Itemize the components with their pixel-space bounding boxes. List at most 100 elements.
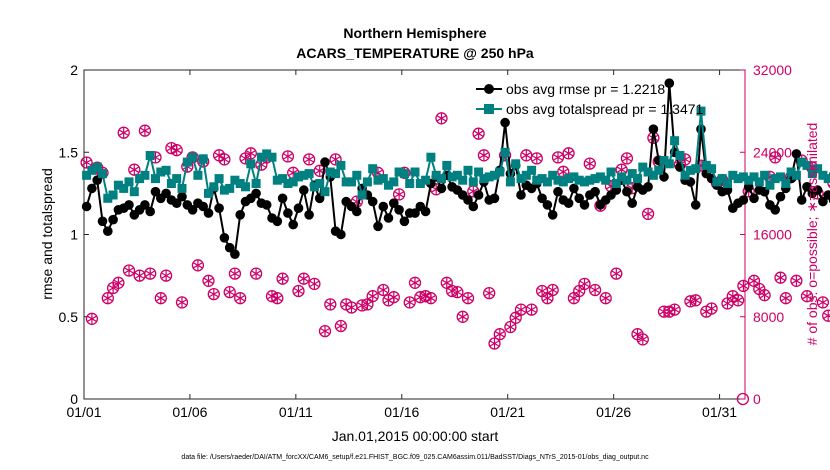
rmse-point [664,78,675,88]
assimilated-point [632,329,643,340]
totalspread-point [331,169,341,179]
assimilated-point [325,299,335,310]
assimilated-point [707,303,717,314]
y-tick-label-left: 1 [70,227,78,243]
rmse-point [320,157,330,167]
totalspread-point [580,177,589,187]
asterisk-stroke [638,336,648,343]
possible-point [297,272,310,285]
asterisk-stroke [172,147,182,154]
possible-point [228,267,242,280]
totalspread-point [378,174,388,184]
asterisk-stroke [357,302,367,309]
assimilated-point [219,154,229,165]
totalspread-point [813,164,823,174]
rmse-point [436,183,447,194]
asterisk-stroke [489,340,500,347]
possible-point [477,149,491,162]
asterisk-stroke [119,129,129,136]
possible-point [504,320,517,334]
totalspread-point [389,177,399,187]
totalspread-point [670,136,680,146]
asterisk-stroke [219,156,229,163]
assimilated-point [235,293,245,304]
asterisk-stroke [346,304,357,311]
assimilated-point [664,306,674,317]
totalspread-point [553,175,563,185]
assimilated-point [521,150,531,161]
asterisk-stroke [272,295,282,302]
totalspread-point [574,175,584,185]
y-tick-label-right: 32000 [753,62,792,78]
asterisk-stroke [103,295,113,302]
totalspread-point [707,164,717,174]
asterisk-stroke [537,287,547,295]
possible-point [551,151,565,164]
assimilated-point [484,288,494,299]
assimilated-point [426,293,436,304]
assimilated-point [246,148,256,159]
asterisk-stroke [585,160,595,167]
asterisk-stroke [728,293,738,300]
rmse-point [251,188,261,199]
totalspread-point [479,174,489,184]
x-tick-label: 01/21 [490,404,525,420]
asterisk-stroke [691,297,701,304]
totalspread-point [601,175,611,185]
rmse-point [219,233,230,243]
possible-point [128,163,141,176]
asterisk-stroke [442,279,452,286]
assimilated-point [87,313,97,324]
totalspread-point [733,174,743,184]
possible-point [85,312,99,325]
totalspread-point [235,179,245,188]
y-tick-label-right: 0 [753,391,761,407]
rmse-point [791,149,802,159]
totalspread-point [659,156,669,165]
possible-point [472,127,485,140]
totalspread-point [648,170,658,180]
asterisk-stroke [214,152,224,159]
asterisk-stroke [574,287,584,295]
totalspread-point [256,152,266,162]
assimilated-point [161,270,171,281]
rmse-point [463,195,473,205]
assimilated-point [601,293,611,304]
possible-point [144,267,157,280]
totalspread-point [611,179,621,188]
rmse-point [690,200,701,210]
asterisk-stroke [484,290,494,297]
possible-point [636,333,649,346]
totalspread-point [145,151,155,160]
totalspread-point [696,106,706,116]
totalspread-point [717,174,727,184]
totalspread-point [140,170,150,180]
asterisk-stroke [463,295,473,302]
asterisk-stroke [781,295,791,302]
possible-point [800,290,814,303]
asterisk-stroke [802,293,812,300]
totalspread-point [685,165,695,175]
totalspread-point [505,177,515,187]
assimilated-point [489,338,500,349]
totalspread-point [299,170,309,180]
asterisk-stroke [759,292,770,299]
totalspread-point [781,179,791,188]
assimilated-point [129,164,139,175]
totalspread-point [341,177,351,187]
y-axis-right-label: # of obs: o=possible; ∗=assimilated [804,123,820,346]
assimilated-point [203,275,214,286]
asterisk-stroke [320,328,330,335]
possible-point [175,296,189,309]
totalspread-point [384,180,393,190]
possible-point [620,152,634,165]
assimilated-point [590,285,600,295]
possible-point [324,298,337,311]
asterisk-stroke [516,306,526,313]
rmse-point [648,124,659,134]
totalspread-point [431,170,441,180]
asterisk-stroke [473,130,484,137]
totalspread-point [585,175,595,185]
rmse-point [547,210,558,220]
asterisk-stroke [166,145,177,152]
